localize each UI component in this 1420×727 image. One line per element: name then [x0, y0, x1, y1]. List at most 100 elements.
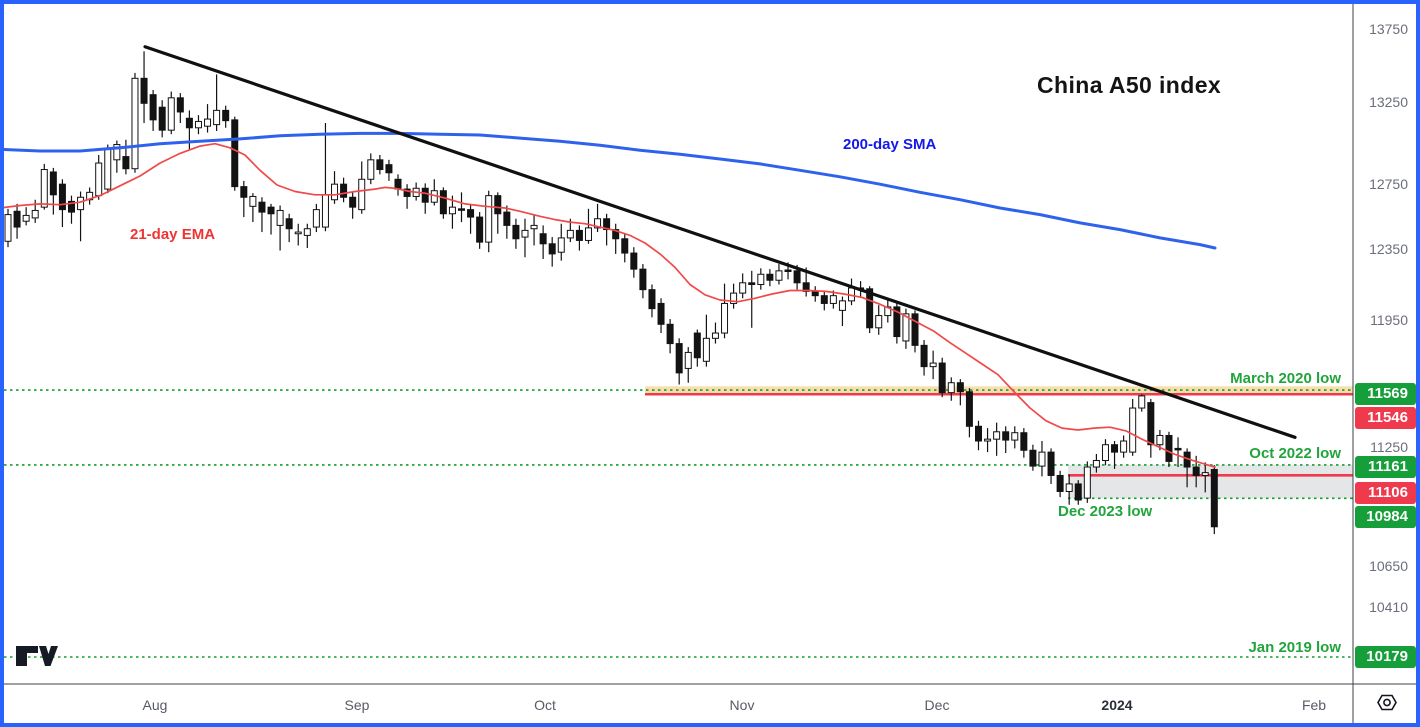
- candle-body: [204, 118, 212, 127]
- candle-body: [557, 237, 565, 253]
- candle-body: [331, 183, 339, 201]
- ema-legend-label: 21-day EMA: [130, 226, 216, 243]
- candle-body: [158, 106, 166, 131]
- candle-body: [222, 109, 230, 122]
- x-axis-label: Oct: [534, 697, 556, 713]
- candle-body: [485, 195, 493, 243]
- candle-body: [149, 94, 157, 121]
- candle-body: [421, 187, 429, 203]
- candle-body: [467, 209, 475, 218]
- candle-body: [657, 302, 665, 325]
- candle-body: [1156, 434, 1164, 446]
- chart-title: China A50 index: [1037, 72, 1222, 98]
- price-badge: 10179: [1355, 646, 1416, 668]
- candle-body: [866, 288, 874, 329]
- y-axis-label: 13750: [1369, 21, 1408, 37]
- candle-body: [1129, 407, 1137, 453]
- candle-body: [838, 300, 846, 311]
- candle-body: [621, 238, 629, 254]
- candle-body: [1192, 466, 1200, 476]
- candle-body: [766, 273, 774, 281]
- candle-body: [1029, 449, 1037, 467]
- candle-body: [394, 178, 402, 190]
- candle-body: [367, 159, 375, 180]
- candle-body: [294, 231, 302, 235]
- price-badge: 11569: [1355, 383, 1416, 405]
- candle-body: [1047, 451, 1055, 476]
- candle-body: [67, 200, 75, 213]
- candle-body: [104, 148, 112, 190]
- candle-body: [548, 243, 556, 255]
- candle-body: [140, 77, 148, 104]
- candle-body: [974, 425, 982, 442]
- candle-body: [285, 218, 293, 230]
- candle-body: [303, 228, 311, 236]
- support-zone-box: [645, 386, 1353, 394]
- y-axis-label: 11950: [1370, 312, 1408, 328]
- candle-body: [494, 195, 502, 215]
- candle-body: [875, 315, 883, 329]
- price-badge: 11161: [1355, 456, 1416, 478]
- candle-body: [702, 337, 710, 362]
- candle-body: [666, 323, 674, 345]
- candle-body: [1201, 472, 1209, 476]
- candle-body: [639, 268, 647, 291]
- candle-body: [920, 344, 928, 368]
- candle-body: [58, 183, 66, 211]
- plot-area[interactable]: [0, 45, 1353, 658]
- candle-body: [648, 289, 656, 310]
- candle-body: [739, 282, 747, 294]
- scale-settings-icon[interactable]: [1371, 690, 1401, 715]
- y-axis-label: 12750: [1369, 176, 1408, 192]
- candle-body: [458, 208, 465, 211]
- candle-body: [512, 224, 520, 240]
- y-axis-label: 10410: [1369, 599, 1408, 615]
- candle-body: [448, 206, 456, 215]
- level-annotation: Jan 2019 low: [1248, 639, 1341, 656]
- y-axis-label: 11250: [1370, 439, 1408, 455]
- candle-body: [1210, 468, 1218, 528]
- candle-body: [965, 391, 973, 427]
- candle-body: [730, 292, 738, 304]
- candle-body: [194, 120, 202, 129]
- candle-body: [1065, 483, 1073, 492]
- candle-body: [947, 382, 955, 394]
- candle-body: [984, 438, 992, 442]
- candle-body: [49, 171, 57, 196]
- candle-body: [385, 164, 393, 174]
- candle-body: [1111, 444, 1119, 453]
- candle-body: [358, 178, 366, 211]
- candle-body: [167, 97, 175, 131]
- candle-body: [267, 206, 275, 215]
- candle-body: [929, 362, 937, 368]
- candle-body: [1174, 447, 1182, 451]
- y-axis-label: 12350: [1369, 241, 1408, 257]
- candle-body: [113, 144, 121, 161]
- tradingview-logo[interactable]: [15, 643, 61, 669]
- x-axis-label: Feb: [1301, 697, 1327, 713]
- candle-body: [521, 229, 529, 238]
- candle-body: [539, 233, 547, 245]
- candle-body: [938, 362, 946, 394]
- candle-body: [902, 313, 910, 342]
- candle-body: [312, 209, 320, 228]
- candle-body: [721, 302, 729, 334]
- candle-body: [956, 382, 964, 393]
- candle-body: [911, 313, 919, 346]
- ema-line: [4, 142, 1216, 468]
- price-badge: 11546: [1355, 407, 1416, 429]
- candle-body: [1020, 432, 1028, 451]
- candle-body: [802, 282, 810, 292]
- descending-trendline[interactable]: [143, 45, 1297, 439]
- candle-body: [1120, 440, 1128, 453]
- candle-body: [231, 119, 239, 188]
- candle-body: [1056, 474, 1064, 492]
- candle-body: [793, 270, 801, 284]
- candle-body: [131, 77, 139, 170]
- candle-body: [1074, 483, 1082, 501]
- candle-body: [13, 210, 21, 228]
- level-annotation: Oct 2022 low: [1249, 445, 1341, 462]
- candle-body: [829, 295, 837, 304]
